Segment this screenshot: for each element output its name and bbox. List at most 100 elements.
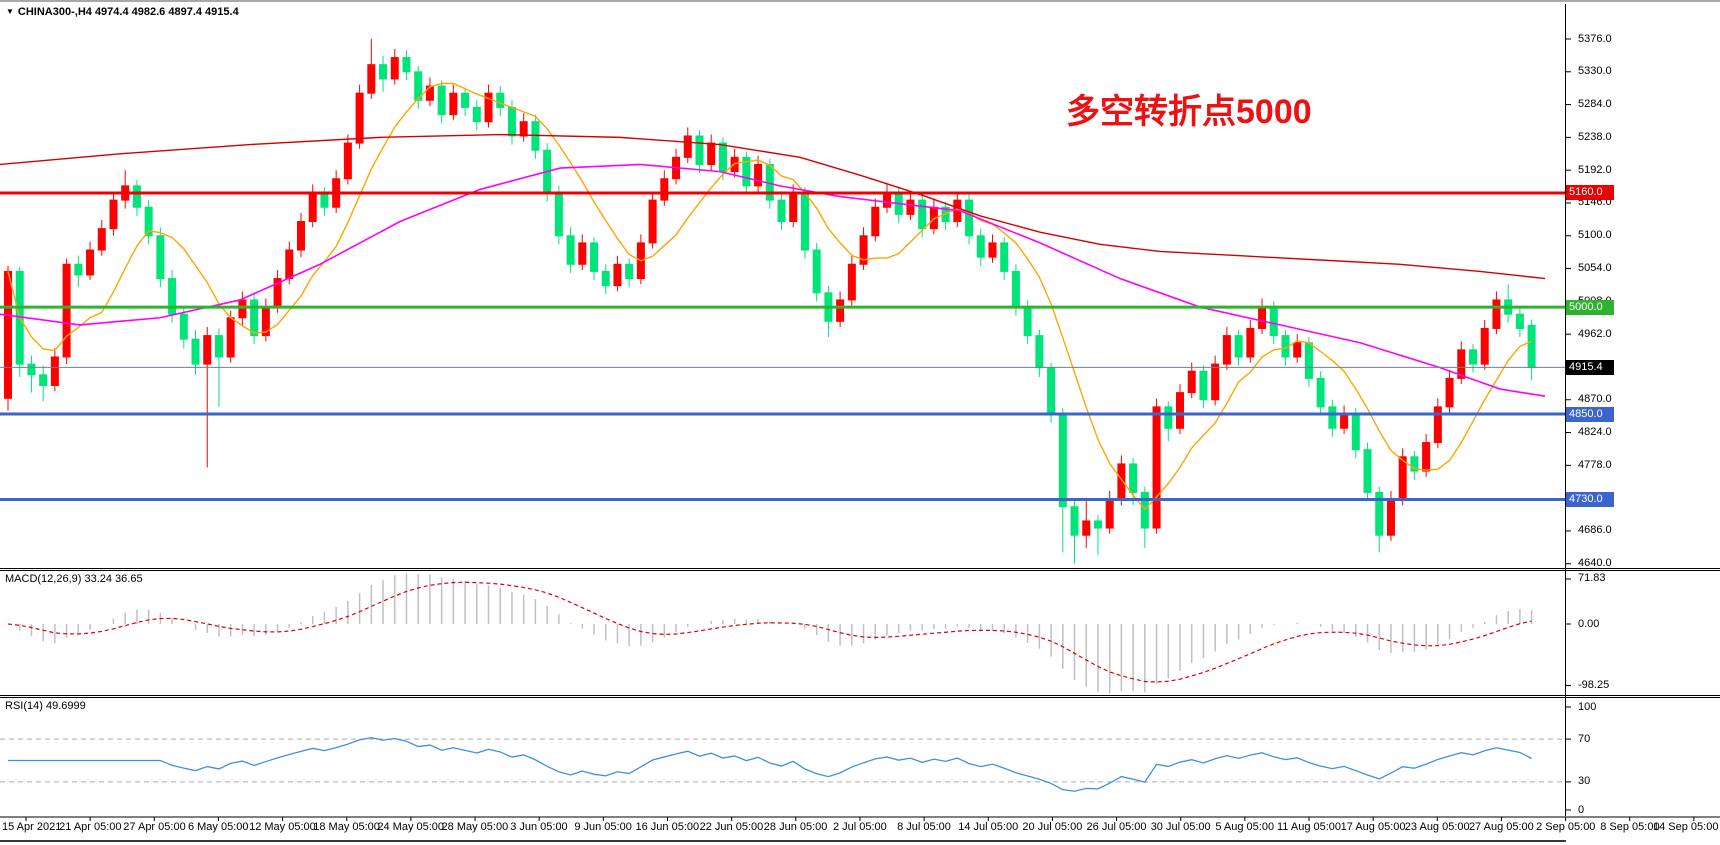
candle-body: [1398, 456, 1407, 501]
candle-body: [1433, 406, 1442, 444]
candle-body: [1445, 377, 1454, 408]
candle-body: [1070, 506, 1079, 536]
candle-body: [355, 92, 364, 144]
time-axis-label: 5 Aug 05:00: [1215, 821, 1275, 833]
candle-body: [1047, 367, 1056, 415]
candle-body: [683, 135, 692, 158]
candle-body: [988, 242, 997, 258]
price-tag-5160.0: 5160.0: [1566, 185, 1614, 201]
time-axis-label: 22 Jun 05:00: [699, 821, 764, 833]
time-axis-label: 12 May 05:00: [249, 821, 316, 833]
time-axis-label: 27 Aug 05:00: [1468, 821, 1534, 833]
time-axis-label: 14 Jul 05:00: [958, 821, 1019, 833]
time-axis-label: 28 May 05:00: [441, 821, 509, 833]
candle-body: [1246, 327, 1255, 358]
candle-body: [343, 142, 352, 180]
time-axis-label: 28 Jun 05:00: [763, 821, 828, 833]
candle-body: [109, 199, 118, 230]
candle-body: [1293, 342, 1302, 358]
price-tag-5000.0: 5000.0: [1566, 299, 1614, 315]
price-axis-label: 5100.0: [1578, 229, 1612, 242]
candle-body: [1164, 406, 1173, 429]
candle-body: [1375, 491, 1384, 536]
candle-body: [554, 192, 563, 237]
candle-body: [754, 163, 763, 187]
price-axis-label: 5192.0: [1578, 163, 1612, 176]
candle-body: [1082, 520, 1091, 536]
bid-price-tag: 4915.4: [1566, 359, 1614, 375]
candle-body: [1422, 442, 1431, 472]
candle-body: [1304, 342, 1313, 379]
candle-body: [402, 57, 411, 73]
candle-body: [39, 374, 48, 386]
candle-body: [285, 249, 294, 280]
horizontal-scrollbar[interactable]: [0, 840, 1566, 845]
candle-body: [1187, 370, 1196, 394]
candle-body: [1222, 335, 1231, 365]
candle-body: [1469, 349, 1477, 365]
candle-body: [1386, 499, 1395, 536]
candle-body: [1234, 335, 1243, 358]
rsi-axis-label: 70: [1578, 732, 1591, 745]
candle-body: [906, 199, 915, 215]
symbol-title[interactable]: ▼ CHINA300-,H4 4974.4 4982.6 4897.4 4915.…: [6, 6, 239, 18]
candle-body: [86, 249, 95, 276]
candle-body: [871, 206, 880, 237]
candle-body: [238, 299, 247, 319]
candle-body: [1035, 335, 1044, 369]
candles-group: [4, 39, 1536, 564]
time-axis-label: 14 Sep 05:00: [1653, 821, 1719, 833]
candle-body: [97, 228, 106, 251]
candle-body: [367, 64, 376, 94]
candle-body: [590, 242, 598, 272]
chevron-down-icon[interactable]: ▼: [6, 7, 14, 16]
candle-body: [226, 317, 235, 358]
symbol-ohlc-text: CHINA300-,H4 4974.4 4982.6 4897.4 4915.4: [17, 6, 239, 18]
candle-body: [789, 192, 798, 223]
candle-body: [613, 263, 622, 287]
candle-body: [601, 270, 610, 287]
time-axis-label: 23 Aug 05:00: [1404, 821, 1470, 833]
time-axis-label: 17 Aug 05:00: [1340, 821, 1406, 833]
candle-body: [566, 235, 575, 265]
candle-body: [883, 192, 891, 208]
candle-body: [308, 192, 317, 223]
candle-body: [250, 299, 259, 337]
candle-body: [1058, 413, 1067, 508]
candle-body: [847, 263, 856, 301]
candle-body: [1176, 392, 1184, 429]
ma-slow-red-line: [0, 133, 1546, 280]
time-axis-label: 20 Jul 05:00: [1022, 821, 1083, 833]
time-axis-label: 21 Apr 05:00: [59, 821, 122, 833]
macd-axis-label: -98.25: [1578, 679, 1610, 692]
candle-body: [203, 335, 212, 365]
candle-body: [519, 121, 528, 137]
time-axis-label: 16 Jun 05:00: [635, 821, 700, 833]
rsi-axis-label: 100: [1578, 700, 1597, 713]
candle-body: [1316, 377, 1325, 408]
candle-body: [1129, 463, 1138, 493]
candle-body: [1492, 299, 1501, 329]
macd-indicator-label: MACD(12,26,9) 33.24 36.65: [5, 573, 143, 585]
candle-body: [62, 263, 71, 358]
candle-body: [461, 92, 470, 108]
candle-body: [1328, 406, 1337, 429]
chart-annotation-text: 多空转折点5000: [1066, 93, 1312, 131]
candle-body: [695, 135, 704, 165]
time-axis-label: 15 Apr 2021: [2, 821, 62, 833]
candle-body: [648, 199, 657, 244]
candle-body: [836, 299, 845, 322]
macd-signal-line: [7, 581, 1532, 683]
candle-body: [379, 64, 388, 80]
time-axis-label: 24 May 05:00: [377, 821, 445, 833]
candle-body: [1199, 370, 1208, 401]
candle-body: [1515, 313, 1524, 329]
candle-body: [74, 263, 83, 276]
time-axis-label: 6 May 05:00: [187, 821, 249, 833]
macd-axis-label: 71.83: [1578, 572, 1606, 585]
price-tag-4730.0: 4730.0: [1566, 492, 1614, 508]
ma-fast-orange-line: [7, 82, 1532, 511]
candle-body: [179, 313, 188, 340]
